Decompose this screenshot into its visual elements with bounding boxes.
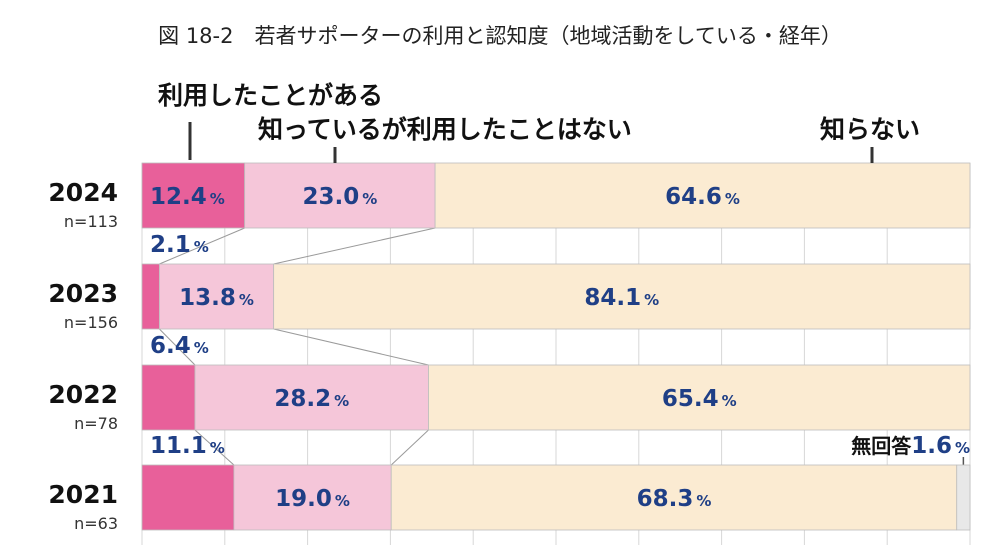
bar-2024-unknown: [434, 162, 971, 229]
year-label-2024: 2024: [48, 178, 118, 207]
bar-2021-unknown: [390, 464, 958, 531]
bar-2023-known: [158, 263, 275, 330]
bar-2024-used: [141, 162, 246, 229]
bar-2021-known: [233, 464, 392, 531]
connector-2022-2: [390, 429, 429, 466]
year-label-2023: 2023: [48, 279, 118, 308]
bar-2021-no-response: [956, 464, 971, 531]
value-label-2021-used: 11.1%: [150, 433, 225, 459]
connector-2023-2: [273, 328, 429, 366]
bar-2024-known: [244, 162, 436, 229]
connector-2024-1: [159, 227, 245, 265]
bars: [141, 162, 971, 531]
value-label-2024-unknown: 64.6%: [665, 184, 740, 210]
value-label-2023-known: 13.8%: [179, 285, 254, 311]
value-label-2021-unknown: 68.3%: [637, 486, 712, 512]
bar-2023-used: [141, 263, 160, 330]
n-label-2024: n=113: [64, 212, 118, 231]
value-label-2022-used: 6.4%: [150, 333, 209, 359]
value-label-2023-used: 2.1%: [150, 232, 209, 258]
connector-2024-2: [273, 227, 436, 265]
legend-label-used: 利用したことがある: [158, 81, 383, 110]
n-label-2021: n=63: [74, 514, 118, 533]
bar-2023-unknown: [273, 263, 971, 330]
bar-2021-used: [141, 464, 235, 531]
value-label-2021-known: 19.0%: [275, 486, 350, 512]
value-labels: 12.4% 23.0% 64.6 % 2.1 % 13.8% 84.1 % 6.4 % 28.2% 65…: [150, 184, 970, 512]
bar-2022-unknown: [428, 364, 971, 431]
n-label-2022: n=78: [74, 414, 118, 433]
legend-label-unknown: 知らない: [820, 115, 920, 144]
value-label-2021-no-response: 無回答1.6%: [851, 433, 970, 459]
value-label-2024-used: 12.4%: [150, 184, 225, 210]
category-axis: 2024 n=113 2023 n=156 2022 n=78 2021 n=63: [48, 178, 118, 533]
value-label-2022-unknown: 65.4%: [662, 386, 737, 412]
year-label-2022: 2022: [48, 380, 118, 409]
year-label-2021: 2021: [48, 480, 118, 509]
legend-label-known: 知っているが利用したことはない: [258, 115, 632, 144]
value-label-2024-known: 23.0%: [303, 184, 378, 210]
value-label-2022-known: 28.2%: [274, 386, 349, 412]
chart-title: 図 18-2 若者サポーターの利用と認知度（地域活動をしている・経年）: [158, 24, 842, 48]
n-label-2023: n=156: [64, 313, 118, 332]
value-label-2023-unknown: 84.1%: [584, 285, 659, 311]
connector-2023-1: [159, 328, 196, 366]
bar-2022-used: [141, 364, 196, 431]
connector-2022-1: [194, 429, 235, 466]
